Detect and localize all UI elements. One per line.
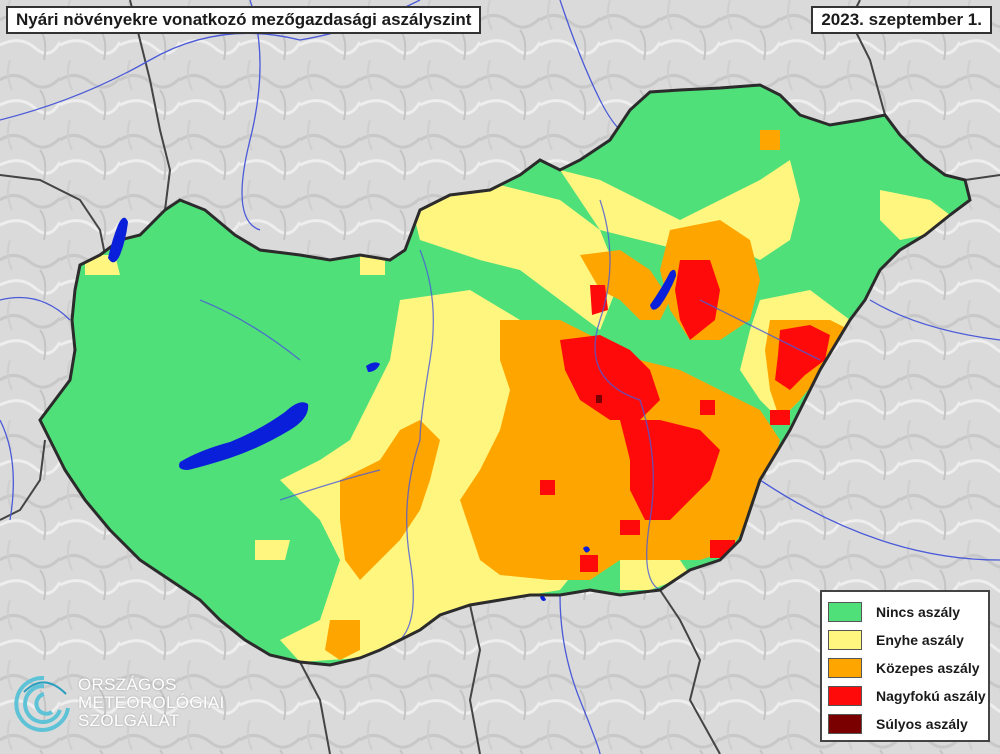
lake-small-south — [583, 546, 590, 553]
legend-label-nagyfoku: Nagyfokú aszály — [876, 688, 986, 704]
omsz-logo: ORSZÁGOS METEOROLÓGIAI SZOLGÁLAT — [14, 672, 224, 742]
legend-item: Közepes aszály — [828, 654, 982, 682]
legend-label-enyhe: Enyhe aszály — [876, 632, 964, 648]
hungary-border — [38, 83, 972, 667]
legend-swatch-enyhe — [828, 630, 862, 650]
zone-nagyfoku — [540, 260, 830, 572]
lake-ferto — [108, 217, 128, 263]
legend-item: Nagyfokú aszály — [828, 682, 986, 710]
rivers-inside — [199, 199, 821, 641]
legend-label-sulyos: Súlyos aszály — [876, 716, 968, 732]
legend-swatch-nagyfoku — [828, 686, 862, 706]
legend-swatch-sulyos — [828, 714, 862, 734]
logo-line-1: ORSZÁGOS — [78, 675, 177, 694]
lake-velence — [366, 362, 380, 372]
legend-swatch-nincs — [828, 602, 862, 622]
map-date: 2023. szeptember 1. — [811, 6, 992, 34]
legend-swatch-kozepes — [828, 658, 862, 678]
lake-tisza — [650, 269, 676, 310]
legend-item: Súlyos aszály — [828, 710, 982, 738]
legend-item: Nincs aszály — [828, 598, 982, 626]
legend: Nincs aszály Enyhe aszály Közepes aszály… — [820, 590, 990, 742]
lake-danube-bend — [540, 596, 546, 601]
logo-line-2: METEOROLÓGIAI — [78, 693, 225, 712]
omsz-swirl-icon — [14, 675, 70, 732]
lake-balaton — [179, 402, 309, 470]
legend-label-nincs: Nincs aszály — [876, 604, 961, 620]
zone-sulyos — [596, 395, 602, 403]
legend-item: Enyhe aszály — [828, 626, 982, 654]
legend-label-kozepes: Közepes aszály — [876, 660, 980, 676]
logo-line-3: SZOLGÁLAT — [78, 711, 180, 730]
omsz-logo-text: ORSZÁGOS METEOROLÓGIAI SZOLGÁLAT — [78, 676, 225, 730]
map-title: Nyári növényekre vonatkozó mezőgazdasági… — [6, 6, 482, 34]
